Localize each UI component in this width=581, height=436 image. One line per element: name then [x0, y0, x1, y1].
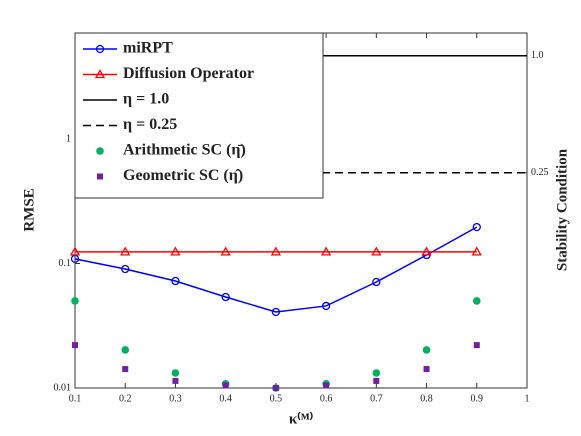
- marker: [371, 246, 382, 256]
- y-tick-label: 0.1: [59, 258, 72, 269]
- marker: [97, 173, 103, 180]
- marker: [221, 292, 230, 302]
- marker: [120, 246, 131, 256]
- x-tick-label: 0.2: [119, 393, 132, 404]
- x-tick-label: 0.3: [169, 393, 182, 404]
- marker: [94, 69, 106, 79]
- legend-label: Diffusion Operator: [123, 65, 254, 82]
- marker: [69, 246, 81, 256]
- x-tick-label: 0.8: [420, 393, 433, 404]
- marker: [422, 346, 431, 354]
- y-tick-label: 1: [66, 133, 71, 144]
- marker: [471, 246, 482, 256]
- y-axis-label: RMSE: [21, 188, 37, 231]
- legend-label: Arithmetic SC (η̄): [123, 142, 246, 159]
- marker: [171, 276, 180, 286]
- marker: [323, 382, 330, 389]
- marker: [71, 297, 79, 305]
- marker: [372, 277, 381, 287]
- marker: [270, 246, 282, 256]
- legend-label: η = 0.25: [123, 116, 177, 133]
- y-tick-label: 0.01: [54, 382, 72, 393]
- marker: [423, 366, 430, 373]
- marker: [473, 342, 480, 349]
- marker: [121, 346, 130, 354]
- marker: [272, 385, 279, 391]
- marker: [373, 377, 380, 384]
- x-tick-label: 0.1: [69, 393, 82, 404]
- x-tick-label: 0.9: [471, 393, 484, 404]
- x-tick-label: 0.4: [219, 393, 232, 404]
- series-line: [74, 226, 478, 313]
- marker: [95, 44, 105, 54]
- marker: [172, 377, 179, 384]
- marker: [171, 369, 180, 377]
- legend-label: η = 1.0: [123, 91, 169, 108]
- y2-tick-label: 0.25: [531, 167, 549, 178]
- marker: [222, 382, 229, 389]
- legend-label: Geometric SC (η̂): [123, 167, 243, 184]
- marker: [321, 301, 331, 311]
- marker: [372, 369, 381, 377]
- x-axis-label: κ⁽ᴹ⁾: [289, 411, 314, 427]
- marker: [472, 222, 481, 232]
- marker: [122, 366, 129, 373]
- legend: miRPT Diffusion Operator Arithmetic SC (η̄…: [74, 32, 324, 199]
- x-tick-label: 0.7: [370, 393, 383, 404]
- marker: [220, 246, 231, 256]
- marker: [121, 264, 130, 274]
- legend-label: miRPT: [123, 40, 173, 57]
- y2-axis-label: Stability Condition: [554, 148, 570, 271]
- marker: [96, 147, 104, 155]
- y2-tick-label: 1.0: [531, 50, 544, 61]
- x-tick-label: 0.6: [320, 393, 333, 404]
- legend-box: [74, 32, 324, 199]
- marker: [170, 246, 181, 256]
- x-tick-label: 1: [525, 393, 530, 404]
- marker: [72, 342, 78, 349]
- marker: [320, 246, 332, 256]
- marker: [472, 297, 481, 305]
- marker: [421, 246, 432, 256]
- marker: [271, 307, 281, 317]
- x-tick-label: 0.5: [270, 393, 283, 404]
